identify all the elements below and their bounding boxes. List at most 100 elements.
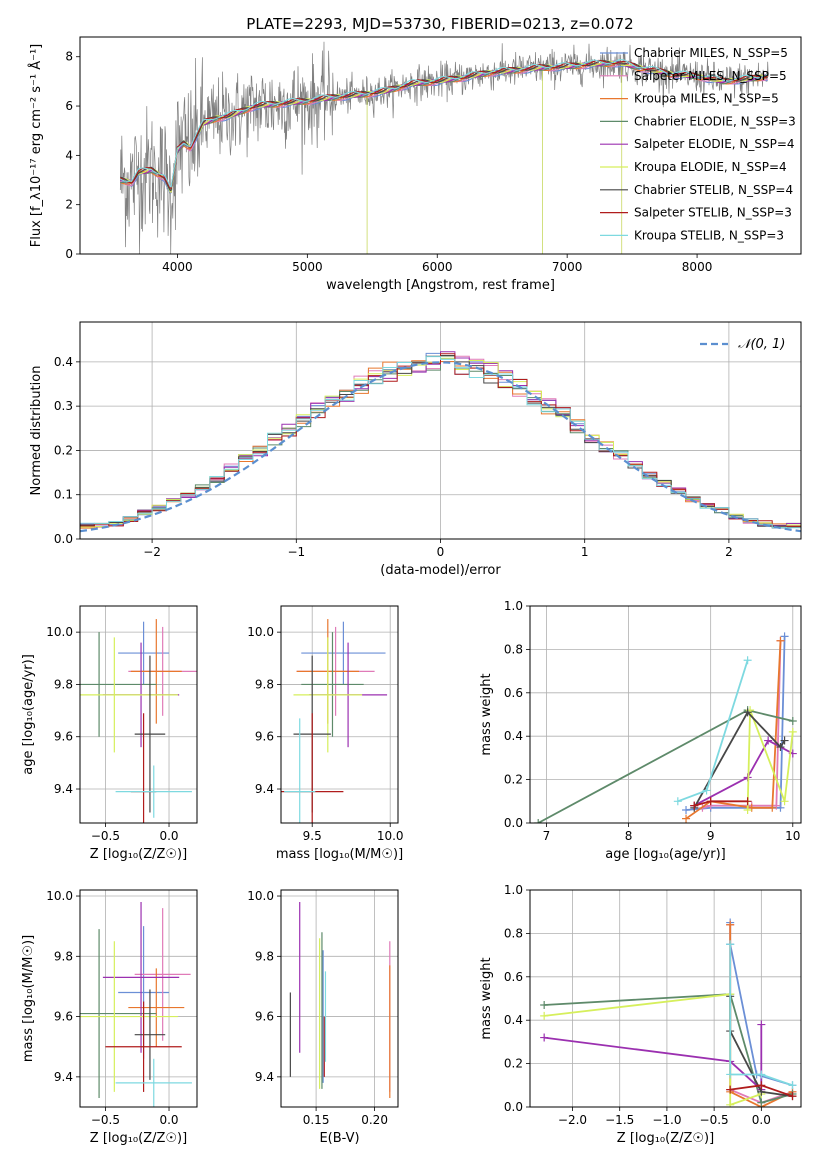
x-tick-label: 8 — [625, 829, 633, 843]
legend-entry: Kroupa MILES, N_SSP=5 — [634, 92, 779, 106]
y-tick-label: 9.8 — [54, 949, 73, 963]
x-axis-label: Z [log₁₀(Z/Z☉)] — [617, 1131, 714, 1146]
mass-weight-vs-age-panel: 7 8 9 10 0.0 0.2 0.4 0.6 0.8 1.0 age [log₁₀(age/yr… — [479, 599, 802, 862]
axes-frame — [79, 321, 802, 540]
y-tick-label: 0.2 — [504, 1057, 523, 1071]
series-chabrier-stelib — [690, 708, 789, 812]
y-tick-label: 10.0 — [46, 625, 73, 639]
x-tick-label: −1.0 — [652, 1113, 681, 1127]
marker — [768, 803, 777, 812]
x-axis-label: age [log₁₀(age/yr)] — [605, 847, 726, 862]
legend-entry: Chabrier STELIB, N_SSP=4 — [634, 183, 793, 197]
legend-entry: Kroupa ELODIE, N_SSP=4 — [634, 160, 787, 174]
x-axis-label: Z [log₁₀(Z/Z☉)] — [90, 847, 187, 862]
x-tick-label: 5000 — [292, 260, 323, 274]
x-axis-label: mass [log₁₀(M/M☉)] — [276, 847, 403, 862]
axes-frame — [529, 605, 802, 824]
x-tick-label: −2 — [143, 545, 161, 559]
point-chabrier-elodie — [80, 929, 157, 1098]
marker — [690, 801, 699, 810]
marker — [726, 920, 735, 929]
y-axis-label: mass weight — [479, 957, 494, 1039]
axes-frame — [79, 36, 802, 255]
axes-frame — [280, 605, 399, 824]
y-tick-label: 0.4 — [504, 1013, 523, 1027]
axes-frame — [529, 889, 802, 1108]
y-tick-label: 9.8 — [255, 677, 274, 691]
y-tick-label: 9.8 — [255, 949, 274, 963]
marker — [764, 736, 773, 745]
y-tick-label: 0.2 — [54, 443, 73, 457]
age-vs-metallicity-panel-marks — [80, 619, 197, 823]
y-tick-label: 0.6 — [504, 686, 523, 700]
y-tick-label: 10.0 — [46, 889, 73, 903]
marker — [540, 1001, 549, 1010]
marker — [776, 803, 785, 812]
histogram-kroupa-stelib — [80, 356, 801, 529]
marker — [757, 1098, 766, 1107]
point-salpeter-miles — [134, 908, 191, 1041]
mass-weight-vs-metallicity-panel: −2.0 −1.5 −1.0 −0.5 0.0 0.0 0.2 0.4 0.6 0.8 1.0 Z [… — [479, 883, 802, 1146]
x-tick-label: 0.0 — [159, 1113, 178, 1127]
x-tick-label: 7 — [543, 829, 551, 843]
axes-frame — [79, 605, 198, 824]
marker — [788, 727, 797, 736]
series-chabrier-elodie — [534, 706, 797, 823]
x-axis-label: (data-model)/error — [380, 563, 501, 578]
series-kroupa-stelib — [673, 656, 752, 806]
x-axis-label: wavelength [Angstrom, rest frame] — [326, 278, 555, 293]
y-tick-label: 9.4 — [255, 782, 274, 796]
point-kroupa-miles — [128, 968, 185, 1047]
y-tick-label: 8 — [65, 50, 73, 64]
point-kroupa-stelib — [115, 765, 192, 818]
x-tick-label: 0.0 — [159, 829, 178, 843]
marker — [682, 814, 691, 823]
point-chabrier-elodie — [301, 632, 364, 737]
age-vs-metallicity-panel: −0.5 0.0 9.4 9.6 9.8 10.0 Z [log₁₀(Z/Z☉)] age [… — [21, 605, 198, 862]
x-tick-label: 0.20 — [361, 1113, 388, 1127]
y-tick-label: 6 — [65, 99, 73, 113]
legend-entry: Chabrier MILES, N_SSP=5 — [634, 46, 788, 60]
marker — [788, 1081, 797, 1090]
age-vs-mass-panel-marks — [281, 619, 388, 823]
x-tick-label: 9 — [707, 829, 715, 843]
x-tick-label: −2.0 — [558, 1113, 587, 1127]
y-axis-label: mass [log₁₀(M/M☉)] — [21, 935, 36, 1062]
point-kroupa-stelib — [284, 718, 316, 823]
y-tick-label: 2 — [65, 198, 73, 212]
series-salpeter-stelib — [726, 1081, 797, 1101]
x-tick-label: 0.0 — [752, 1113, 771, 1127]
y-tick-label: 0.0 — [504, 1100, 523, 1114]
y-tick-label: 1.0 — [504, 599, 523, 613]
model-spectrum-kroupa-elodie — [120, 60, 768, 193]
marker — [743, 797, 752, 806]
marker — [772, 801, 781, 810]
axes-frame — [280, 889, 399, 1108]
marker — [776, 743, 785, 752]
y-axis-label: mass weight — [479, 673, 494, 755]
legend-entry: Salpeter MILES, N_SSP=5 — [634, 69, 787, 83]
x-tick-label: −0.5 — [91, 1113, 120, 1127]
y-tick-label: 9.4 — [255, 1070, 274, 1084]
marker — [743, 708, 752, 717]
marker — [743, 805, 752, 814]
model-spectrum-kroupa-stelib — [120, 59, 768, 188]
point-chabrier-miles — [301, 621, 386, 685]
marker — [726, 940, 735, 949]
x-axis-label: Z [log₁₀(Z/Z☉)] — [90, 1131, 187, 1146]
marker — [540, 1033, 549, 1042]
marker — [757, 1081, 766, 1090]
marker — [534, 819, 543, 823]
marker — [540, 1011, 549, 1020]
y-tick-label: 10.0 — [247, 625, 274, 639]
y-tick-label: 0.3 — [54, 399, 73, 413]
x-tick-label: −0.5 — [91, 829, 120, 843]
mass-vs-metallicity-panel: −0.5 0.0 9.4 9.6 9.8 10.0 Z [log₁₀(Z/Z☉)] mass … — [21, 889, 198, 1146]
marker — [788, 717, 797, 726]
x-tick-label: 10.0 — [377, 829, 404, 843]
x-tick-label: 9.5 — [303, 829, 322, 843]
x-tick-label: 0.15 — [303, 1113, 330, 1127]
point-chabrier-stelib — [134, 655, 166, 813]
y-tick-label: 0.8 — [504, 926, 523, 940]
